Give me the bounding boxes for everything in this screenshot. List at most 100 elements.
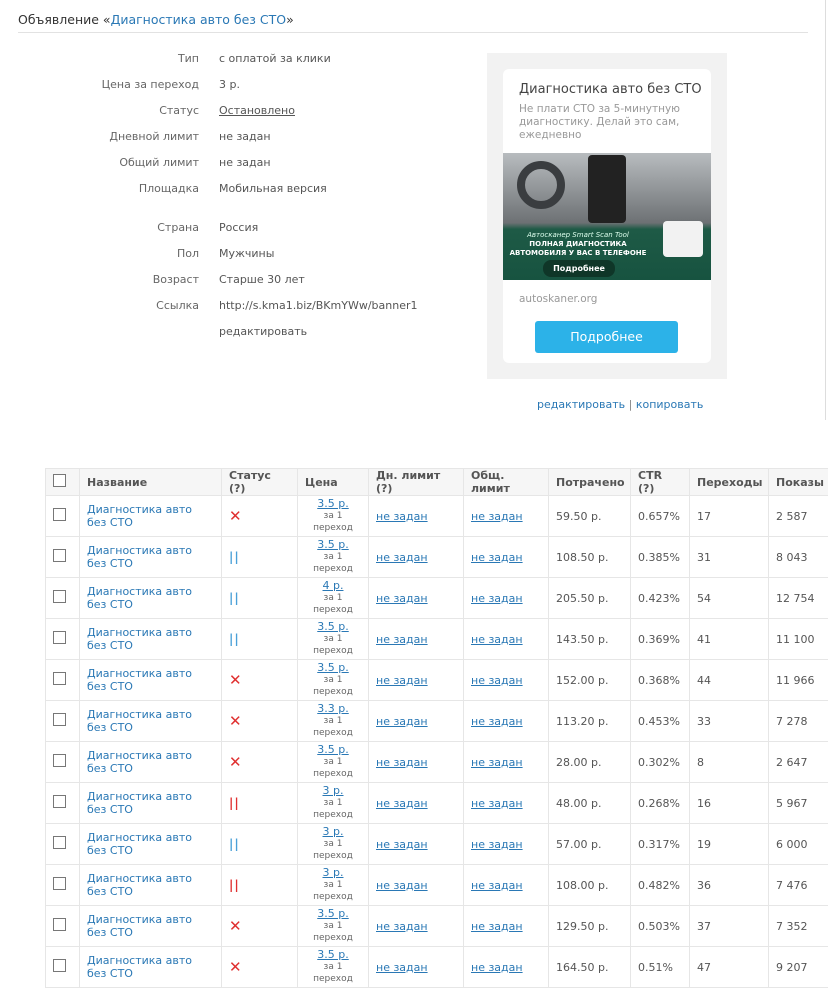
price-link[interactable]: 3.5 р. <box>317 538 349 551</box>
row-checkbox[interactable] <box>53 508 66 521</box>
spent-cell: 113.20 р. <box>548 700 631 742</box>
price-link[interactable]: 3.5 р. <box>317 497 349 510</box>
ad-name-link[interactable]: Диагностика авто без СТО <box>110 12 287 27</box>
total-limit-link[interactable]: не задан <box>471 550 523 564</box>
pause-red-icon[interactable]: || <box>229 878 240 892</box>
property-label: Статус <box>159 104 199 117</box>
property-value[interactable]: Остановлено <box>219 104 295 117</box>
total-limit-link[interactable]: не задан <box>471 960 523 974</box>
stopped-icon[interactable]: ✕ <box>229 671 242 689</box>
pause-icon[interactable]: || <box>229 632 240 646</box>
column-header[interactable]: Показы <box>768 468 828 496</box>
column-header[interactable]: Название <box>79 468 222 496</box>
stopped-icon[interactable]: ✕ <box>229 917 242 935</box>
price-link[interactable]: 3.5 р. <box>317 620 349 633</box>
edit-ad-link[interactable]: редактировать <box>537 398 626 411</box>
daily-limit-link[interactable]: не задан <box>376 755 428 769</box>
ad-name-link[interactable]: Диагностика авто без СТО <box>87 790 193 816</box>
row-checkbox[interactable] <box>53 713 66 726</box>
daily-limit-link[interactable]: не задан <box>376 550 428 564</box>
property-value[interactable]: не задан <box>219 130 271 143</box>
pause-red-icon[interactable]: || <box>229 796 240 810</box>
row-checkbox[interactable] <box>53 918 66 931</box>
select-all-cell <box>45 468 80 496</box>
stopped-icon[interactable]: ✕ <box>229 753 242 771</box>
pause-icon[interactable]: || <box>229 837 240 851</box>
total-limit-link[interactable]: не задан <box>471 673 523 687</box>
column-header[interactable]: Переходы <box>689 468 769 496</box>
price-link[interactable]: 3.5 р. <box>317 948 349 961</box>
table-row: Диагностика авто без СТО || 3.5 р. за 1 п… <box>45 536 828 578</box>
total-limit-link[interactable]: не задан <box>471 714 523 728</box>
ad-name-link[interactable]: Диагностика авто без СТО <box>87 503 193 529</box>
edit-properties-link[interactable]: редактировать <box>219 325 308 338</box>
column-header[interactable]: Статус (?) <box>221 468 298 496</box>
stopped-icon[interactable]: ✕ <box>229 712 242 730</box>
stopped-icon[interactable]: ✕ <box>229 958 242 976</box>
row-checkbox[interactable] <box>53 549 66 562</box>
property-value[interactable]: http://s.kma1.biz/BKmYWw/banner1 <box>219 299 418 312</box>
column-header[interactable]: Цена <box>297 468 369 496</box>
price-link[interactable]: 3 р. <box>322 784 344 797</box>
daily-limit-link[interactable]: не задан <box>376 796 428 810</box>
row-checkbox[interactable] <box>53 877 66 890</box>
property-value[interactable]: 3 р. <box>219 78 240 91</box>
daily-limit-link[interactable]: не задан <box>376 919 428 933</box>
daily-limit-link[interactable]: не задан <box>376 837 428 851</box>
ad-title: Диагностика авто без СТО <box>519 82 702 97</box>
select-all-checkbox[interactable] <box>53 474 66 487</box>
price-link[interactable]: 4 р. <box>322 579 344 592</box>
price-link[interactable]: 3.3 р. <box>317 702 349 715</box>
price-link[interactable]: 3.5 р. <box>317 743 349 756</box>
total-limit-link[interactable]: не задан <box>471 919 523 933</box>
ad-name-link[interactable]: Диагностика авто без СТО <box>87 708 193 734</box>
price-link[interactable]: 3 р. <box>322 866 344 879</box>
ad-name-link[interactable]: Диагностика авто без СТО <box>87 872 193 898</box>
price-link[interactable]: 3.5 р. <box>317 907 349 920</box>
total-limit-link[interactable]: не задан <box>471 755 523 769</box>
ad-name-link[interactable]: Диагностика авто без СТО <box>87 544 193 570</box>
daily-limit-link[interactable]: не задан <box>376 960 428 974</box>
ad-name-link[interactable]: Диагностика авто без СТО <box>87 667 193 693</box>
column-header[interactable]: Дн. лимит (?) <box>368 468 464 496</box>
property-value[interactable]: не задан <box>219 156 271 169</box>
total-limit-link[interactable]: не задан <box>471 509 523 523</box>
ad-name-link[interactable]: Диагностика авто без СТО <box>87 831 193 857</box>
spent-cell: 57.00 р. <box>548 823 631 865</box>
daily-limit-link[interactable]: не задан <box>376 509 428 523</box>
row-checkbox[interactable] <box>53 631 66 644</box>
price-link[interactable]: 3 р. <box>322 825 344 838</box>
row-checkbox[interactable] <box>53 590 66 603</box>
total-limit-link[interactable]: не задан <box>471 878 523 892</box>
daily-limit-link[interactable]: не задан <box>376 714 428 728</box>
column-header[interactable]: Общ. лимит <box>463 468 549 496</box>
column-header[interactable]: CTR (?) <box>630 468 690 496</box>
ad-name-link[interactable]: Диагностика авто без СТО <box>87 954 193 980</box>
row-checkbox[interactable] <box>53 795 66 808</box>
total-limit-link[interactable]: не задан <box>471 796 523 810</box>
ad-more-button[interactable]: Подробнее <box>535 321 678 353</box>
price-link[interactable]: 3.5 р. <box>317 661 349 674</box>
daily-limit-link[interactable]: не задан <box>376 591 428 605</box>
row-checkbox[interactable] <box>53 672 66 685</box>
ad-name-link[interactable]: Диагностика авто без СТО <box>87 585 193 611</box>
row-checkbox[interactable] <box>53 836 66 849</box>
ad-name-link[interactable]: Диагностика авто без СТО <box>87 749 193 775</box>
ad-name-link[interactable]: Диагностика авто без СТО <box>87 626 193 652</box>
copy-ad-link[interactable]: копировать <box>635 398 704 411</box>
daily-limit-link[interactable]: не задан <box>376 878 428 892</box>
row-checkbox[interactable] <box>53 959 66 972</box>
row-checkbox[interactable] <box>53 754 66 767</box>
pause-icon[interactable]: || <box>229 550 240 564</box>
total-limit-link[interactable]: не задан <box>471 591 523 605</box>
total-limit-link[interactable]: не задан <box>471 837 523 851</box>
daily-limit-link[interactable]: не задан <box>376 632 428 646</box>
clicks-cell: 8 <box>689 741 769 783</box>
daily-limit-link[interactable]: не задан <box>376 673 428 687</box>
column-header[interactable]: Потрачено <box>548 468 631 496</box>
stopped-icon[interactable]: ✕ <box>229 507 242 525</box>
pause-icon[interactable]: || <box>229 591 240 605</box>
total-limit-link[interactable]: не задан <box>471 632 523 646</box>
ad-name-link[interactable]: Диагностика авто без СТО <box>87 913 193 939</box>
ad-card[interactable]: Диагностика авто без СТО Не плати СТО за… <box>503 69 711 363</box>
